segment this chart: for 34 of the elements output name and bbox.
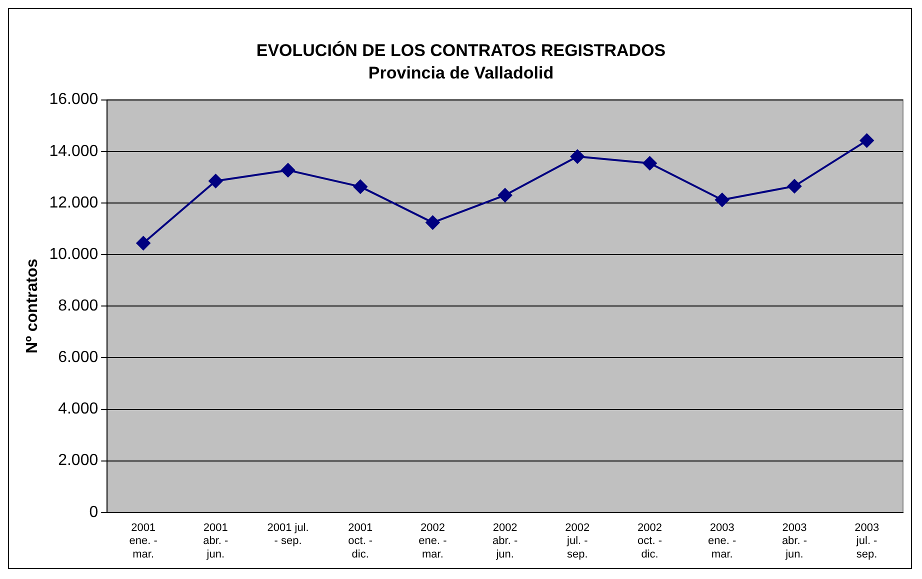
point bbox=[353, 180, 368, 194]
point bbox=[787, 179, 802, 194]
y-tick-label: 10.000 bbox=[49, 246, 98, 263]
x-tick-label: 2003 abr. - jun. bbox=[782, 522, 808, 560]
x-tick-label: 2002 abr. - jun. bbox=[492, 522, 518, 560]
point bbox=[642, 156, 657, 170]
point bbox=[570, 150, 584, 164]
point bbox=[426, 216, 440, 230]
x-tick-label: 2002 jul. - sep. bbox=[565, 522, 590, 560]
point bbox=[136, 236, 150, 250]
y-tick-label: 14.000 bbox=[49, 142, 98, 160]
x-tick-label: 2001 ene. - mar. bbox=[129, 522, 158, 560]
x-tick-label: 2003 ene. - mar. bbox=[708, 522, 737, 560]
x-tick-label: 2001 jul. - sep. bbox=[267, 522, 309, 548]
point bbox=[208, 174, 223, 188]
y-tick-label: 8.000 bbox=[58, 298, 98, 315]
point bbox=[715, 192, 730, 207]
x-tick-label: 2003 jul. - sep. bbox=[854, 522, 880, 560]
x-tick-label: 2002 oct. - dic. bbox=[638, 522, 662, 560]
x-tick-label: 2001 oct. - dic. bbox=[348, 522, 373, 560]
y-tick-label: 16.000 bbox=[49, 91, 98, 108]
x-tick-label: 2002 ene. - mar. bbox=[418, 522, 448, 560]
y-tick-label: 2.000 bbox=[58, 452, 98, 470]
point bbox=[498, 188, 512, 202]
y-tick-label: 12.000 bbox=[49, 194, 98, 212]
y-tick-label: 0 bbox=[89, 504, 98, 521]
point bbox=[281, 163, 296, 178]
y-axis-title: Nº contratos bbox=[24, 258, 42, 354]
chart-title: EVOLUCIÓN DE LOS CONTRATOS REGISTRADOS bbox=[256, 40, 666, 60]
y-tick-label: 4.000 bbox=[58, 400, 98, 418]
x-tick-label: 2001 abr. - jun. bbox=[203, 522, 229, 560]
y-tick-label: 6.000 bbox=[58, 349, 98, 366]
chart-subtitle: Provincia de Valladolid bbox=[368, 63, 554, 82]
point bbox=[860, 134, 874, 148]
